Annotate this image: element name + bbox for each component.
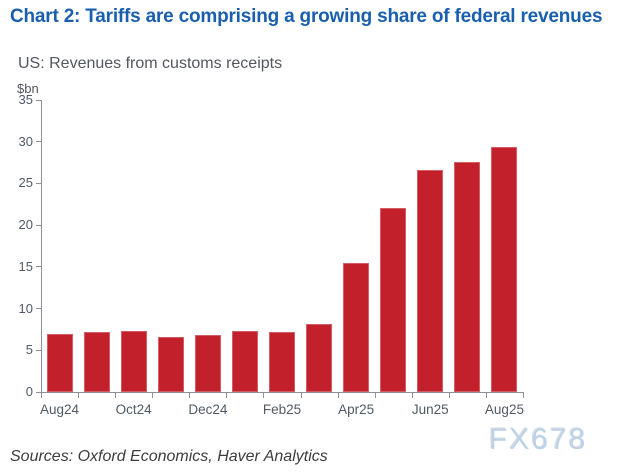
x-tick-1 [78,393,80,398]
y-tick-label-10: 10 [18,300,33,316]
bar-Jun25 [417,170,444,392]
y-tick-label-35: 35 [18,92,33,107]
x-tick-8 [337,393,339,398]
y-tick-20 [36,224,41,226]
y-tick-label-20: 20 [18,217,33,233]
chart-subtitle: US: Revenues from customs receipts [18,55,283,72]
x-tick-label-Aug25: Aug25 [484,402,524,417]
bar-Mar25 [306,323,333,392]
x-tick-4 [189,393,191,398]
x-tick-label-Feb25: Feb25 [262,402,302,417]
y-tick-35 [36,99,41,101]
bar-Aug24 [46,333,73,392]
bar-Feb25 [269,331,295,392]
x-axis [41,392,524,393]
y-tick-label-30: 30 [18,133,33,149]
x-tick-13 [523,393,524,398]
y-tick-15 [36,266,41,268]
x-tick-label-Dec24: Dec24 [188,402,228,417]
y-tick-5 [36,349,41,351]
bar-Oct24 [120,331,147,392]
x-tick-6 [263,393,265,398]
bar-Jan25 [231,331,258,392]
x-tick-label-Aug24: Aug24 [40,402,80,417]
y-tick-label-15: 15 [18,258,33,274]
y-tick-10 [36,308,41,310]
plot-area: 0 5 10 15 20 25 30 35 Aug24 Oct24 Dec24 Feb25 Apr25 J… [19,92,524,417]
y-tick-0 [36,391,41,393]
y-axis [41,100,42,393]
x-tick-10 [411,393,413,398]
bar-May25 [380,208,407,392]
y-tick-label-5: 5 [25,342,33,358]
sources-text: Sources: Oxford Economics, Haver Analyti… [10,448,328,465]
chart-title: Chart 2: Tariffs are comprising a growin… [10,6,603,27]
bar-Apr25 [343,262,370,392]
bar-Jul25 [454,161,481,392]
x-tick-12 [485,393,487,398]
watermark-text: FX678 [489,423,588,456]
bar-Sep24 [83,331,110,392]
x-tick-0 [41,393,42,398]
y-axis-unit-label: $bn [17,81,39,96]
x-tick-5 [226,393,228,398]
bar-Dec24 [194,335,221,392]
x-tick-label-Apr25: Apr25 [338,402,375,417]
y-tick-25 [36,182,41,184]
x-tick-9 [374,393,376,398]
x-tick-7 [300,393,302,398]
bar-Aug25 [491,146,518,392]
y-tick-label-0: 0 [25,384,33,399]
y-tick-30 [36,141,41,143]
y-tick-label-25: 25 [18,175,33,191]
x-tick-label-Oct24: Oct24 [115,402,152,417]
x-tick-label-Jun25: Jun25 [411,402,449,417]
bar-Nov24 [157,336,184,392]
x-tick-3 [152,393,154,398]
x-tick-2 [115,393,117,398]
x-tick-11 [448,393,450,398]
